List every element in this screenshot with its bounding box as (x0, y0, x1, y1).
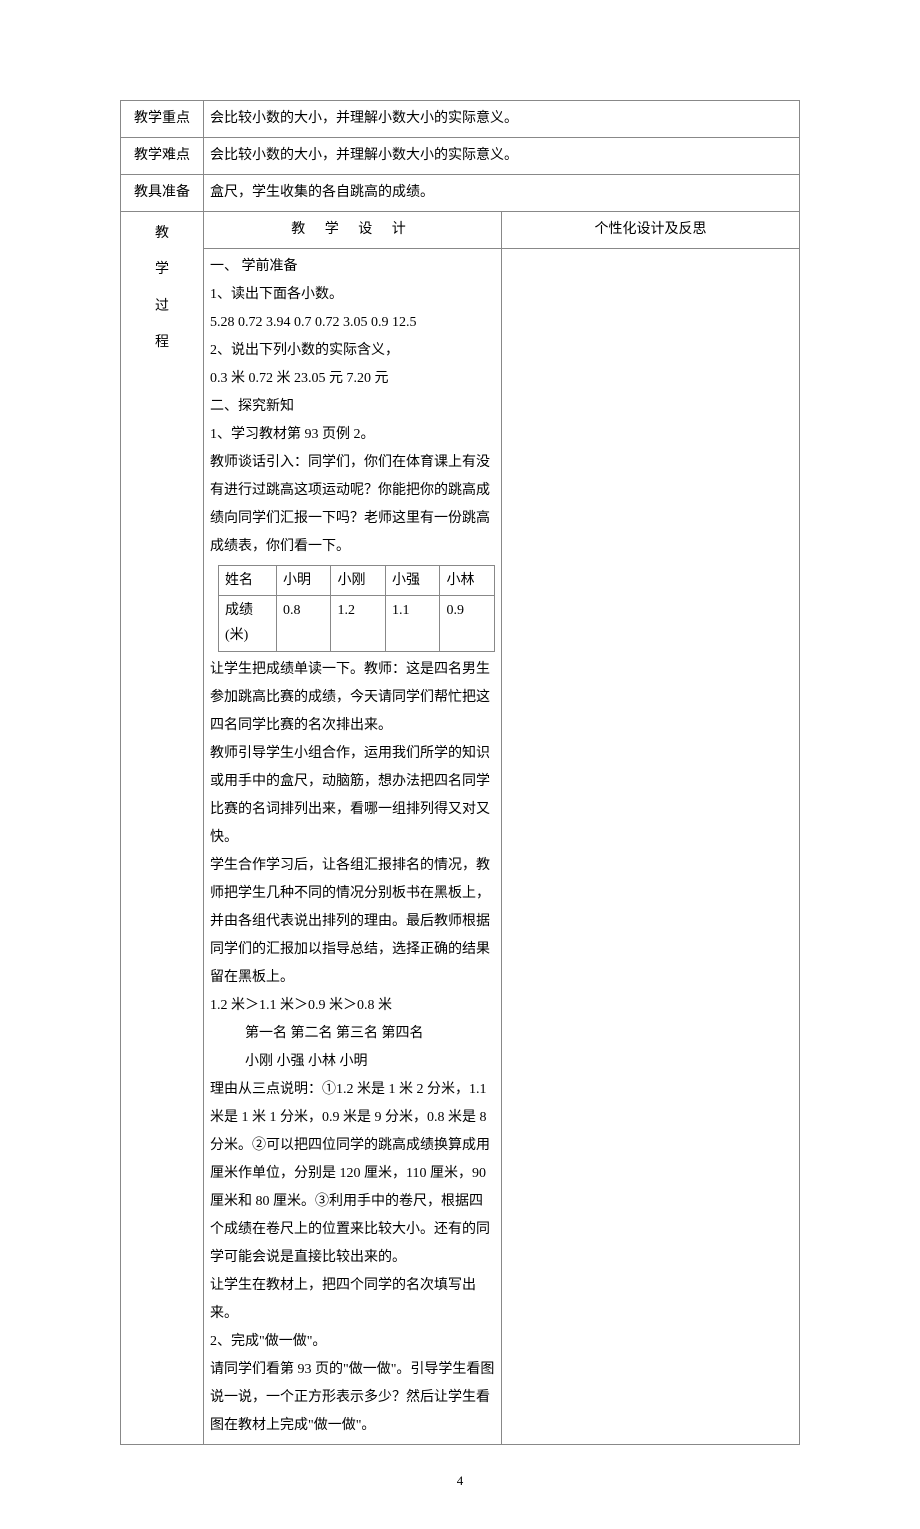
fill-in: 让学生在教材上，把四个同学的名次填写出来。 (210, 1272, 495, 1328)
notes-header: 个性化设计及反思 (502, 212, 800, 249)
row-body: 一、 学前准备 1、读出下面各小数。 5.28 0.72 3.94 0.7 0.… (121, 249, 800, 1445)
rank-labels: 第一名 第二名 第三名 第四名 (210, 1020, 495, 1048)
table-row: 姓名 小明 小刚 小强 小林 (219, 566, 495, 596)
keypoint-text: 会比较小数的大小，并理解小数大小的实际意义。 (204, 101, 800, 138)
tools-label: 教具准备 (121, 175, 204, 212)
notes-body (502, 249, 800, 1445)
do-it-text: 请同学们看第 93 页的"做一做"。引导学生看图说一说，一个正方形表示多少？然后… (210, 1356, 495, 1440)
row-keypoint: 教学重点 会比较小数的大小，并理解小数大小的实际意义。 (121, 101, 800, 138)
table-row: 成绩(米) 0.8 1.2 1.1 0.9 (219, 596, 495, 651)
rank-names: 小刚 小强 小林 小明 (210, 1048, 495, 1076)
page: 教学重点 会比较小数的大小，并理解小数大小的实际意义。 教学难点 会比较小数的大… (0, 0, 920, 1529)
th-name: 姓名 (219, 566, 277, 596)
lesson-plan-table: 教学重点 会比较小数的大小，并理解小数大小的实际意义。 教学难点 会比较小数的大… (120, 100, 800, 1445)
process-char-1: 教 (127, 216, 197, 252)
design-header: 教 学 设 计 (204, 212, 502, 249)
report-summary: 学生合作学习后，让各组汇报排名的情况，教师把学生几种不同的情况分别板书在黑板上，… (210, 852, 495, 992)
difficulty-text: 会比较小数的大小，并理解小数大小的实际意义。 (204, 138, 800, 175)
prep-heading: 一、 学前准备 (210, 253, 495, 281)
process-label: 教 学 过 程 (121, 212, 204, 1445)
row-design-header: 教 学 过 程 教 学 设 计 个性化设计及反思 (121, 212, 800, 249)
decimals-list: 5.28 0.72 3.94 0.7 0.72 3.05 0.9 12.5 (210, 309, 495, 337)
process-char-2: 学 (127, 252, 197, 288)
meaning-values: 0.3 米 0.72 米 23.05 元 7.20 元 (210, 365, 495, 393)
process-char-4: 程 (127, 325, 197, 361)
th-gang: 小刚 (331, 566, 385, 596)
td-qiang: 1.1 (385, 596, 439, 651)
th-lin: 小林 (440, 566, 495, 596)
td-ming: 0.8 (277, 596, 331, 651)
tools-text: 盒尺，学生收集的各自跳高的成绩。 (204, 175, 800, 212)
group-work: 教师引导学生小组合作，运用我们所学的知识或用手中的盒尺，动脑筋，想办法把四名同学… (210, 740, 495, 852)
read-results: 让学生把成绩单读一下。教师：这是四名男生参加跳高比赛的成绩，今天请同学们帮忙把这… (210, 656, 495, 740)
meaning-prompt: 2、说出下列小数的实际含义， (210, 337, 495, 365)
process-char-3: 过 (127, 289, 197, 325)
keypoint-label: 教学重点 (121, 101, 204, 138)
results-table: 姓名 小明 小刚 小强 小林 成绩(米) 0.8 1.2 1.1 0.9 (218, 565, 495, 652)
do-it-heading: 2、完成"做一做"。 (210, 1328, 495, 1356)
example-ref: 1、学习教材第 93 页例 2。 (210, 421, 495, 449)
td-label: 成绩(米) (219, 596, 277, 651)
design-body: 一、 学前准备 1、读出下面各小数。 5.28 0.72 3.94 0.7 0.… (204, 249, 502, 1445)
explore-heading: 二、探究新知 (210, 393, 495, 421)
td-gang: 1.2 (331, 596, 385, 651)
teacher-intro: 教师谈话引入：同学们，你们在体育课上有没有进行过跳高这项运动呢？你能把你的跳高成… (210, 449, 495, 561)
reasons: 理由从三点说明：①1.2 米是 1 米 2 分米，1.1 米是 1 米 1 分米… (210, 1076, 495, 1272)
row-tools: 教具准备 盒尺，学生收集的各自跳高的成绩。 (121, 175, 800, 212)
page-number: 4 (120, 1473, 800, 1489)
td-lin: 0.9 (440, 596, 495, 651)
th-qiang: 小强 (385, 566, 439, 596)
read-decimals-prompt: 1、读出下面各小数。 (210, 281, 495, 309)
inequality-line: 1.2 米＞1.1 米＞0.9 米＞0.8 米 (210, 992, 495, 1020)
difficulty-label: 教学难点 (121, 138, 204, 175)
row-difficulty: 教学难点 会比较小数的大小，并理解小数大小的实际意义。 (121, 138, 800, 175)
th-ming: 小明 (277, 566, 331, 596)
